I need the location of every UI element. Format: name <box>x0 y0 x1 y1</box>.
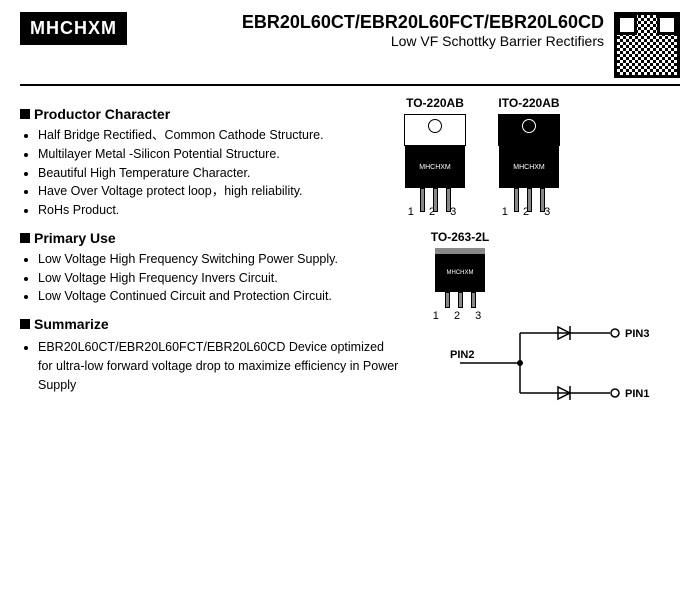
list-item: Multilayer Metal -Silicon Potential Stru… <box>38 145 400 164</box>
package-ito220ab: ITO-220AB MHCHXM 1 2 3 <box>494 96 564 218</box>
summarize-list: EBR20L60CT/EBR20L60FCT/EBR20L60CD Device… <box>20 338 400 394</box>
part-number-title: EBR20L60CT/EBR20L60FCT/EBR20L60CD <box>127 12 604 33</box>
list-item: RoHs Product. <box>38 201 400 220</box>
package-brand: MHCHXM <box>405 146 465 188</box>
character-list: Half Bridge Rectified、Common Cathode Str… <box>20 126 400 220</box>
list-item: Low Voltage High Frequency Switching Pow… <box>38 250 400 269</box>
package-to263: TO-263-2L MHCHXM 1 2 3 <box>400 230 520 322</box>
section-title-primary: Primary Use <box>20 230 400 246</box>
subtitle: Low VF Schottky Barrier Rectifiers <box>127 33 604 49</box>
list-item: Low Voltage High Frequency Invers Circui… <box>38 269 400 288</box>
summarize-text: EBR20L60CT/EBR20L60FCT/EBR20L60CD Device… <box>38 338 400 394</box>
list-item: Have Over Voltage protect loop，high reli… <box>38 182 400 201</box>
list-item: Half Bridge Rectified、Common Cathode Str… <box>38 126 400 145</box>
package-label: ITO-220AB <box>494 96 564 110</box>
section-title-character: Productor Character <box>20 106 400 122</box>
header: MHCHXM EBR20L60CT/EBR20L60FCT/EBR20L60CD… <box>20 12 680 86</box>
title-block: EBR20L60CT/EBR20L60FCT/EBR20L60CD Low VF… <box>127 12 614 49</box>
circuit-diagram-icon: PIN2 PIN3 PIN1 <box>450 318 670 408</box>
list-item: Low Voltage Continued Circuit and Protec… <box>38 287 400 306</box>
list-item: Beautiful High Temperature Character. <box>38 164 400 183</box>
pin3-label: PIN3 <box>625 328 649 340</box>
section-title-summarize: Summarize <box>20 316 400 332</box>
package-to220ab: TO-220AB MHCHXM 1 2 3 <box>400 96 470 218</box>
primary-list: Low Voltage High Frequency Switching Pow… <box>20 250 400 306</box>
package-brand: MHCHXM <box>499 146 559 188</box>
package-label: TO-220AB <box>400 96 470 110</box>
package-label: TO-263-2L <box>400 230 520 244</box>
qr-code-icon <box>614 12 680 78</box>
package-brand: MHCHXM <box>435 248 485 292</box>
brand-logo: MHCHXM <box>20 12 127 45</box>
pin1-label: PIN1 <box>625 388 649 400</box>
pin2-label: PIN2 <box>450 349 474 361</box>
